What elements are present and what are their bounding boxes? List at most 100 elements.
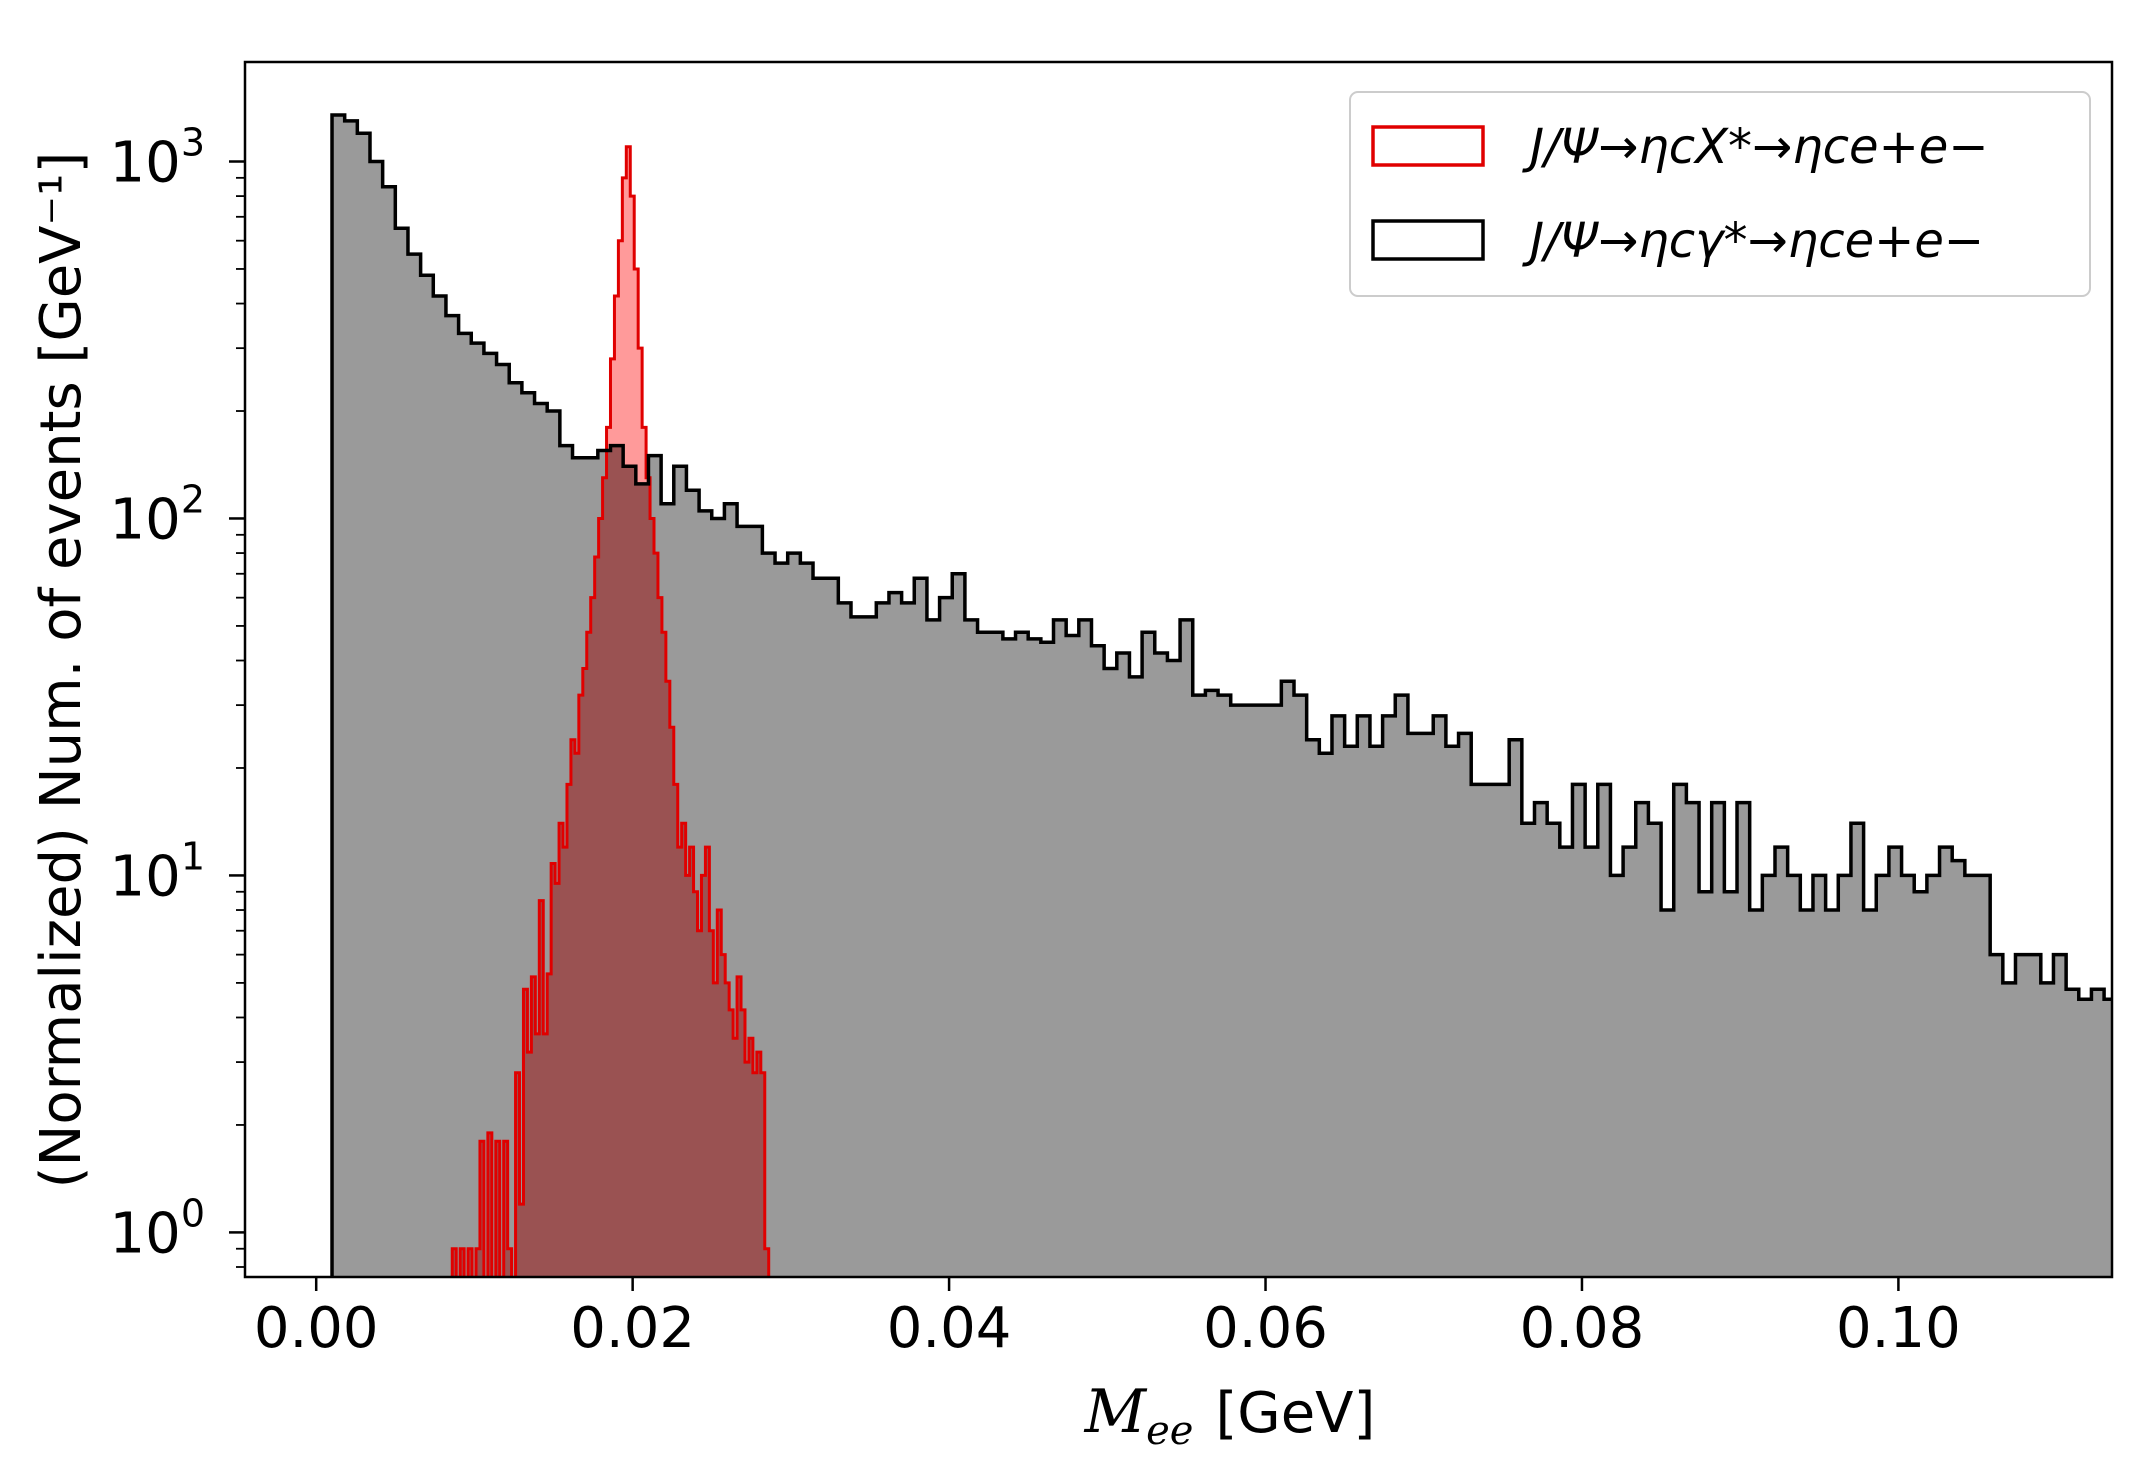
bar-x-star-overlap [551, 863, 556, 1277]
bar-x-star-overlap [764, 1248, 770, 1277]
bar-x-star [626, 146, 631, 467]
bar-gamma-star [1256, 705, 1270, 1277]
bar-x-star-overlap [479, 1141, 485, 1277]
y-axis-label: (Normalized) Num. of events [GeV⁻¹] [29, 152, 94, 1189]
bar-x-star-overlap [642, 483, 647, 1277]
bar-x-star-overlap [468, 1248, 473, 1277]
legend-label-gamma-star: J/Ψ→ηcγ*→ηce+e− [1522, 213, 1984, 269]
bar-x-star-overlap [685, 875, 691, 1277]
bar-x-star-overlap [689, 847, 695, 1277]
x-axis-label: Mee [GeV] [1084, 1377, 1376, 1454]
bar-x-star-overlap [547, 973, 552, 1277]
bar-gamma-star [1382, 715, 1396, 1277]
bar-gamma-star [876, 602, 890, 1277]
bar-gamma-star [433, 295, 447, 1277]
bar-gamma-star [1914, 891, 1928, 1277]
bar-gamma-star [2066, 989, 2080, 1277]
bar-gamma-star [1028, 638, 1042, 1277]
bar-gamma-star [1395, 695, 1409, 1277]
y-tick-label: 103 [110, 121, 205, 196]
bar-x-star-overlap [729, 1009, 734, 1277]
bar-x-star-overlap [503, 1141, 509, 1277]
bar-gamma-star [2015, 954, 2029, 1277]
bar-x-star-overlap [519, 1204, 525, 1277]
bar-gamma-star [1344, 746, 1358, 1277]
bar-gamma-star [1623, 847, 1637, 1277]
bar-gamma-star [1939, 847, 1953, 1277]
bar-gamma-star [2002, 982, 2017, 1277]
bar-gamma-star [1369, 746, 1384, 1277]
bar-gamma-star [1040, 642, 1055, 1277]
bar-x-star-overlap [653, 553, 659, 1277]
y-tick-label: 101 [110, 834, 205, 909]
bar-gamma-star [1483, 784, 1498, 1277]
bar-x-star-overlap [752, 1072, 758, 1277]
bar-x-star-overlap [701, 875, 707, 1277]
step-outline-gamma-star [330, 113, 2112, 1277]
bar-x-star-overlap [563, 847, 568, 1277]
bar-gamma-star [1268, 705, 1282, 1277]
bar-gamma-star [1331, 715, 1346, 1277]
bar-x-star-overlap [527, 1052, 532, 1277]
legend-swatch-x-star [1371, 125, 1485, 167]
x-tick-label: 0.04 [887, 1296, 1012, 1361]
bar-gamma-star [458, 333, 472, 1277]
bar-gamma-star [1724, 891, 1738, 1277]
bar-gamma-star [1078, 619, 1093, 1277]
bar-x-star-overlap [638, 483, 643, 1277]
step-outline-x-star [450, 145, 775, 1277]
bar-gamma-star [1180, 619, 1194, 1277]
bar-gamma-star [1635, 802, 1650, 1277]
bar-x-star-overlap [535, 1033, 540, 1277]
bar-gamma-star [1800, 910, 1814, 1277]
bar-gamma-star [1420, 733, 1434, 1277]
bar-gamma-star [1306, 739, 1320, 1277]
bar-gamma-star [838, 602, 852, 1277]
bar-gamma-star [2040, 982, 2055, 1277]
bar-gamma-star [1053, 619, 1067, 1277]
bar-gamma-star [420, 275, 434, 1277]
bar-gamma-star [977, 632, 991, 1277]
bar-gamma-star [914, 578, 928, 1277]
bar-gamma-star [1015, 632, 1029, 1277]
bar-gamma-star [1977, 875, 1991, 1277]
bar-gamma-star [1357, 715, 1371, 1277]
bar-x-star-overlap [539, 900, 544, 1277]
bar-x-star [634, 268, 639, 484]
bar-x-star-overlap [614, 445, 619, 1277]
bar-x-star-overlap [677, 847, 683, 1277]
bar-gamma-star [850, 616, 865, 1277]
bar-gamma-star [1838, 875, 1852, 1277]
bar-gamma-star [1154, 652, 1169, 1277]
bar-gamma-star [1749, 910, 1763, 1277]
bar-gamma-star [1964, 875, 1979, 1277]
bar-x-star-overlap [733, 1038, 738, 1277]
bar-gamma-star [775, 563, 789, 1277]
bar-gamma-star [357, 133, 371, 1277]
bar-gamma-star [344, 120, 358, 1277]
bar-x-star-overlap [574, 753, 580, 1277]
bar-gamma-star [1294, 695, 1308, 1277]
bar-x-star [642, 427, 647, 484]
bar-gamma-star [1686, 802, 1700, 1277]
bar-x-star-overlap [741, 1009, 746, 1277]
bar-x-star-overlap [744, 1062, 750, 1277]
bar-x-star-overlap [594, 556, 600, 1277]
bar-gamma-star [1319, 753, 1333, 1277]
bar-gamma-star [1926, 875, 1941, 1277]
x-tick-label: 0.06 [1203, 1296, 1328, 1361]
bar-x-star-overlap [515, 1072, 521, 1277]
bar-x-star-overlap [717, 910, 722, 1277]
bar-x-star-overlap [721, 954, 726, 1277]
bar-gamma-star [787, 553, 801, 1277]
legend: J/Ψ→ηcX*→ηce+e− J/Ψ→ηcγ*→ηce+e− [1349, 91, 2091, 297]
bar-gamma-star [1850, 823, 1865, 1277]
x-tick-label: 0.00 [254, 1296, 379, 1361]
bar-gamma-star [332, 114, 346, 1277]
bar-gamma-star [1002, 638, 1017, 1277]
bar-x-star-overlap [602, 477, 608, 1277]
bar-gamma-star [952, 573, 966, 1277]
bar-gamma-star [1711, 802, 1725, 1277]
y-tick-label: 100 [110, 1191, 205, 1266]
legend-swatch-gamma-star [1371, 219, 1485, 261]
